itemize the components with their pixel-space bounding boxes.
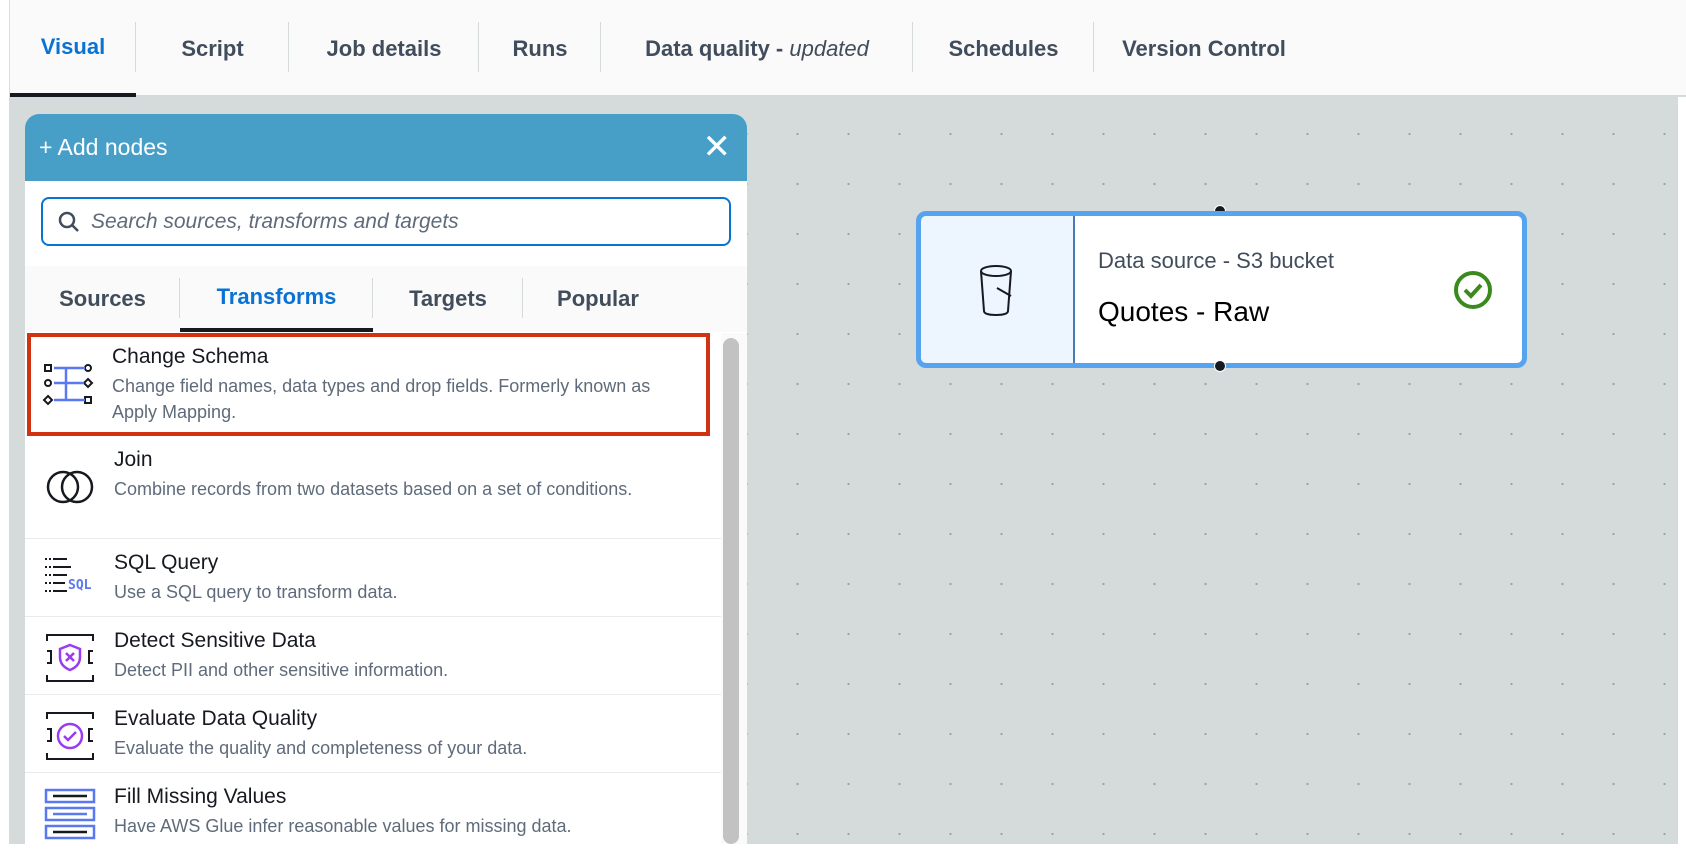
tab-label: Popular	[557, 286, 639, 311]
join-icon	[46, 470, 94, 504]
list-item-join[interactable]: Join Combine records from two datasets b…	[25, 436, 721, 539]
item-description: Detect PII and other sensitive informati…	[114, 660, 449, 680]
list-item-sql-query[interactable]: SQL SQL Query Use a SQL query to transfo…	[25, 539, 721, 617]
item-title: Evaluate Data Quality	[114, 707, 318, 730]
tab-sources[interactable]: Sources	[25, 266, 180, 332]
canvas-edge	[1678, 97, 1686, 850]
tab-data-quality[interactable]: Data quality - updated	[601, 0, 913, 97]
add-nodes-panel: + Add nodes ✕ Search sources, transforms…	[25, 114, 747, 844]
s3-bucket-icon	[980, 264, 1012, 316]
item-title: Join	[114, 448, 153, 471]
item-title: Detect Sensitive Data	[114, 629, 316, 652]
node-type-tabs: Sources Transforms Targets Popular	[25, 266, 747, 332]
tab-job-details[interactable]: Job details	[289, 0, 479, 97]
tab-updated-label: updated	[789, 35, 869, 61]
change-schema-icon	[42, 364, 94, 406]
data-quality-icon	[46, 712, 94, 760]
transform-list: Change Schema Change field names, data t…	[25, 333, 721, 844]
tab-popular[interactable]: Popular	[523, 266, 673, 332]
list-item-fill-missing-values[interactable]: Fill Missing Values Have AWS Glue infer …	[25, 773, 721, 844]
tab-label: Transforms	[216, 284, 337, 309]
item-description: Change field names, data types and drop …	[112, 376, 651, 422]
tab-transforms[interactable]: Transforms	[180, 266, 373, 332]
tab-label: Job details	[326, 35, 442, 61]
tab-version-control[interactable]: Version Control	[1094, 0, 1314, 97]
item-description: Evaluate the quality and completeness of…	[114, 738, 528, 758]
item-title: SQL Query	[114, 551, 219, 574]
sql-icon: SQL	[45, 558, 92, 593]
tab-label: Visual	[40, 33, 106, 59]
tab-label: Targets	[409, 286, 487, 311]
node-title: Quotes - Raw	[1098, 296, 1270, 327]
list-item-detect-sensitive-data[interactable]: Detect Sensitive Data Detect PII and oth…	[25, 617, 721, 695]
sql-icon-text: SQL	[68, 578, 92, 593]
fill-missing-icon	[44, 788, 96, 840]
tab-label: Data quality -	[645, 35, 790, 61]
panel-title: + Add nodes	[39, 134, 168, 160]
detect-sensitive-icon	[46, 634, 94, 682]
list-item-evaluate-data-quality[interactable]: Evaluate Data Quality Evaluate the quali…	[25, 695, 721, 773]
scrollbar-thumb[interactable]	[723, 338, 739, 844]
list-item-change-schema[interactable]: Change Schema Change field names, data t…	[27, 333, 710, 436]
s3-source-node[interactable]: Data source - S3 bucket Quotes - Raw	[916, 211, 1527, 368]
item-title: Change Schema	[112, 345, 269, 368]
tab-targets[interactable]: Targets	[373, 266, 523, 332]
tab-label: Script	[181, 35, 244, 61]
tab-visual[interactable]: Visual	[10, 0, 136, 97]
tab-label: Version Control	[1122, 35, 1286, 61]
tab-runs[interactable]: Runs	[479, 0, 601, 97]
tab-bar: Visual Script Job details Runs Data qual…	[9, 0, 1686, 97]
node-subtitle: Data source - S3 bucket	[1098, 248, 1335, 273]
node-icon-area	[921, 216, 1075, 363]
tab-label: Schedules	[948, 35, 1059, 61]
item-description: Use a SQL query to transform data.	[114, 582, 398, 602]
search-placeholder: Search sources, transforms and targets	[91, 209, 459, 233]
search-input[interactable]: Search sources, transforms and targets	[41, 197, 731, 246]
check-circle-icon	[1454, 271, 1492, 309]
tab-schedules[interactable]: Schedules	[913, 0, 1094, 97]
tab-label: Sources	[59, 286, 146, 311]
item-description: Combine records from two datasets based …	[114, 479, 633, 499]
node-output-handle[interactable]	[1214, 360, 1226, 372]
item-description: Have AWS Glue infer reasonable values fo…	[114, 816, 572, 836]
close-icon[interactable]: ✕	[702, 128, 732, 166]
search-icon	[58, 211, 79, 232]
tab-script[interactable]: Script	[136, 0, 289, 97]
tab-label: Runs	[512, 35, 568, 61]
item-title: Fill Missing Values	[114, 785, 287, 808]
panel-header: + Add nodes ✕	[25, 114, 747, 181]
